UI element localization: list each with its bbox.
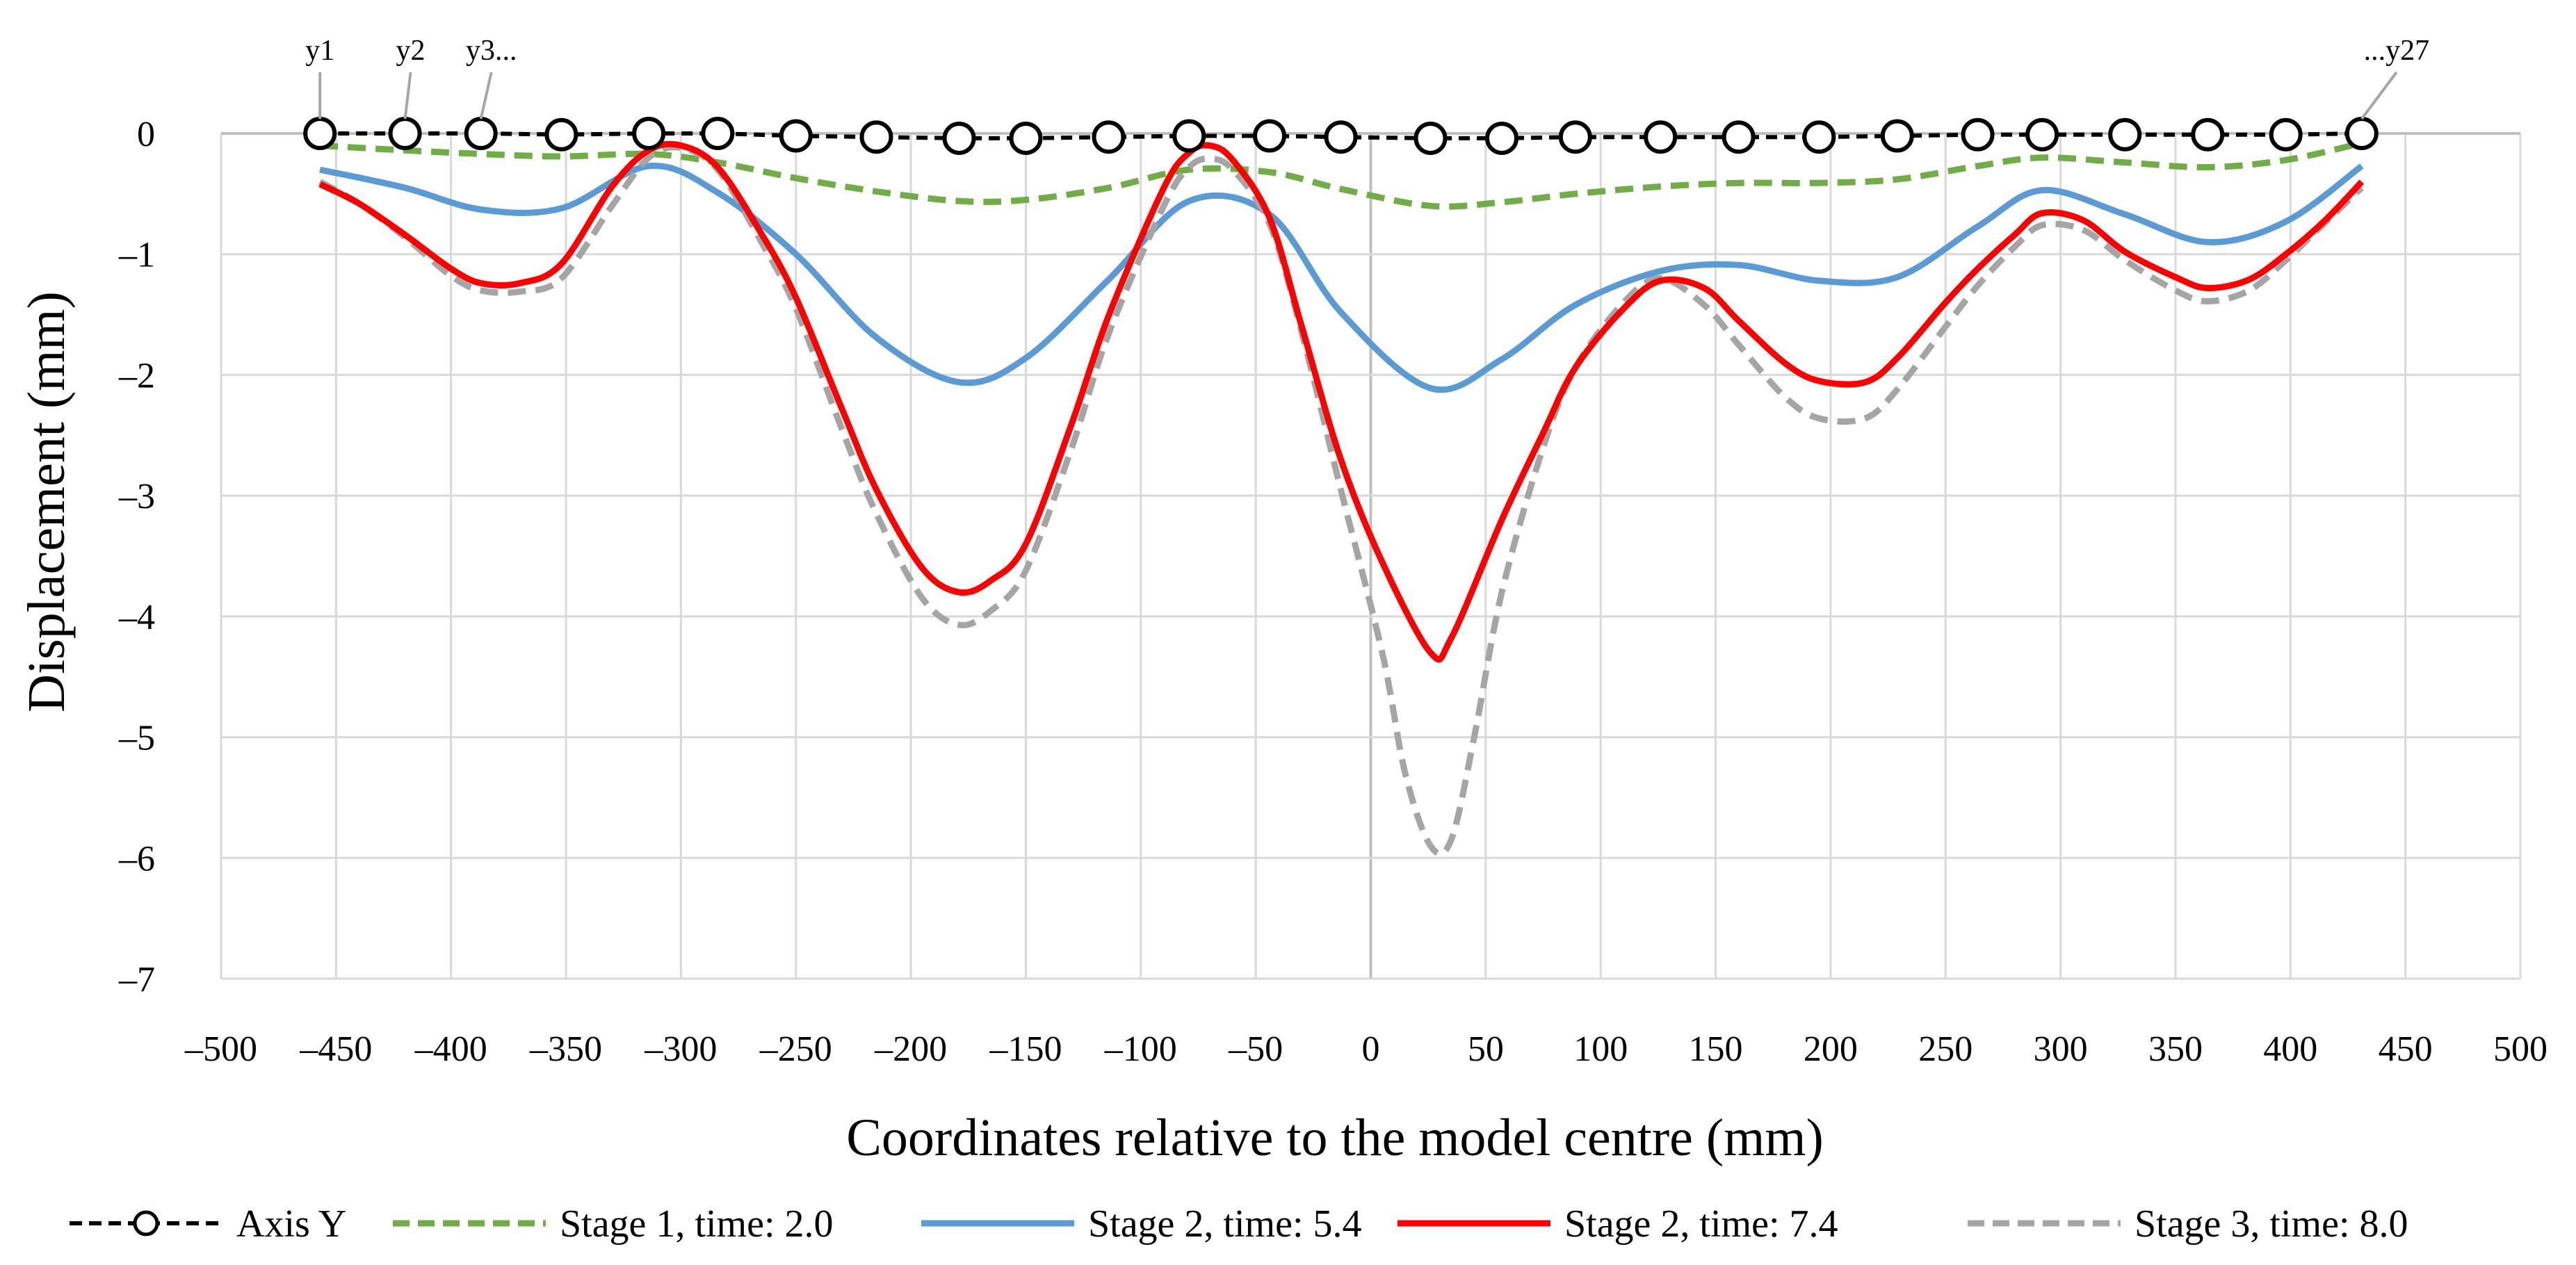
axis-y-point bbox=[1961, 117, 1995, 152]
x-tick-label: 200 bbox=[1804, 1029, 1858, 1069]
axis-y-point bbox=[779, 119, 813, 153]
legend-label: Stage 3, time: 8.0 bbox=[2134, 1202, 2408, 1246]
axis-y-point bbox=[859, 120, 893, 154]
axis-y-point bbox=[2344, 117, 2379, 150]
axis-y-point bbox=[1172, 119, 1206, 153]
y-tick-label: –3 bbox=[118, 477, 155, 516]
y-tick-label: –7 bbox=[118, 960, 155, 999]
axis-y-point bbox=[1413, 121, 1448, 155]
axis-y-point bbox=[1558, 120, 1592, 154]
series-lines bbox=[318, 131, 2365, 857]
axis-y-point bbox=[1252, 119, 1286, 153]
x-tick-label: 350 bbox=[2148, 1029, 2203, 1069]
point-annotation: y1 bbox=[305, 35, 334, 67]
x-tick-label: 0 bbox=[1362, 1029, 1380, 1069]
legend-label: Stage 1, time: 2.0 bbox=[560, 1202, 834, 1246]
y-tick-label: –1 bbox=[118, 236, 155, 275]
x-tick-label: 150 bbox=[1689, 1029, 1743, 1069]
legend-label: Stage 2, time: 7.4 bbox=[1564, 1202, 1838, 1246]
legend-marker bbox=[133, 1210, 159, 1237]
x-tick-label: –200 bbox=[874, 1029, 947, 1069]
point-annotation: ...y27 bbox=[2364, 35, 2430, 67]
annotation-leader bbox=[479, 72, 493, 120]
axis-y-markers bbox=[303, 117, 2379, 155]
x-tick-label: –500 bbox=[184, 1029, 257, 1069]
axis-y-point bbox=[303, 117, 337, 150]
legend-label: Axis Y bbox=[236, 1202, 346, 1246]
x-tick-label: 500 bbox=[2493, 1029, 2547, 1069]
x-tick-label: –400 bbox=[414, 1029, 487, 1069]
axis-y-point bbox=[632, 117, 666, 150]
axis-y-point bbox=[2269, 117, 2303, 152]
y-tick-label: –5 bbox=[118, 719, 155, 758]
axis-y-point bbox=[942, 121, 976, 155]
y-axis-title: Displacement (mm) bbox=[17, 291, 76, 712]
x-tick-label: 50 bbox=[1468, 1029, 1504, 1069]
x-tick-label: –100 bbox=[1104, 1029, 1177, 1069]
y-tick-labels: 0 –1 –2 –3 –4 –5 –6 –7 bbox=[118, 115, 155, 999]
x-tick-label: 250 bbox=[1918, 1029, 1972, 1069]
x-tick-label: –350 bbox=[529, 1029, 602, 1069]
axis-y-point bbox=[701, 117, 735, 150]
x-tick-label: 300 bbox=[2034, 1029, 2088, 1069]
x-tick-label: 400 bbox=[2263, 1029, 2317, 1069]
axis-y-point bbox=[388, 117, 422, 150]
axis-y-point bbox=[1092, 120, 1126, 154]
axis-y-point bbox=[1880, 119, 1914, 153]
x-tick-label: –250 bbox=[759, 1029, 832, 1069]
legend: Axis Y Stage 1, time: 2.0 Stage 2, time: 5… bbox=[70, 1202, 2408, 1246]
series-line-1 bbox=[319, 140, 2363, 210]
annotation-leader bbox=[403, 72, 412, 120]
axis-y-point bbox=[464, 117, 498, 150]
x-tick-labels: –500 –450 –400 –350 –300 –250 –200 –150 –100 –50 0… bbox=[184, 1029, 2547, 1069]
x-tick-label: –300 bbox=[644, 1029, 717, 1069]
point-annotation: y3... bbox=[466, 35, 517, 67]
axis-y-point bbox=[2025, 117, 2059, 152]
axis-y-point bbox=[1802, 120, 1836, 154]
point-annotation: y2 bbox=[396, 35, 426, 67]
x-tick-label: –150 bbox=[989, 1029, 1062, 1069]
x-tick-label: 450 bbox=[2379, 1029, 2433, 1069]
axis-y-point bbox=[544, 117, 578, 152]
y-tick-label: –6 bbox=[118, 839, 155, 879]
point-annotations: y1 y2 y3... ...y27 bbox=[305, 35, 2430, 120]
y-tick-label: –2 bbox=[118, 356, 155, 395]
axis-y-point bbox=[2108, 117, 2142, 152]
axis-y-point bbox=[1722, 120, 1756, 154]
axis-y-point bbox=[1324, 120, 1358, 154]
axis-y-point bbox=[2191, 117, 2225, 152]
axis-y-point bbox=[1009, 121, 1043, 155]
axis-y-point bbox=[1484, 121, 1518, 155]
y-tick-label: –4 bbox=[118, 598, 155, 637]
x-axis-title: Coordinates relative to the model centre… bbox=[846, 1109, 1824, 1167]
x-tick-label: –50 bbox=[1228, 1029, 1283, 1069]
legend-label: Stage 2, time: 5.4 bbox=[1088, 1202, 1362, 1246]
y-tick-label: 0 bbox=[137, 115, 155, 154]
series-line-3 bbox=[318, 140, 2365, 663]
x-tick-label: 100 bbox=[1573, 1029, 1628, 1069]
axis-y-point bbox=[1644, 120, 1678, 154]
series-line-2 bbox=[319, 162, 2364, 393]
annotation-leader bbox=[2360, 71, 2398, 120]
x-tick-label: –450 bbox=[299, 1029, 372, 1069]
